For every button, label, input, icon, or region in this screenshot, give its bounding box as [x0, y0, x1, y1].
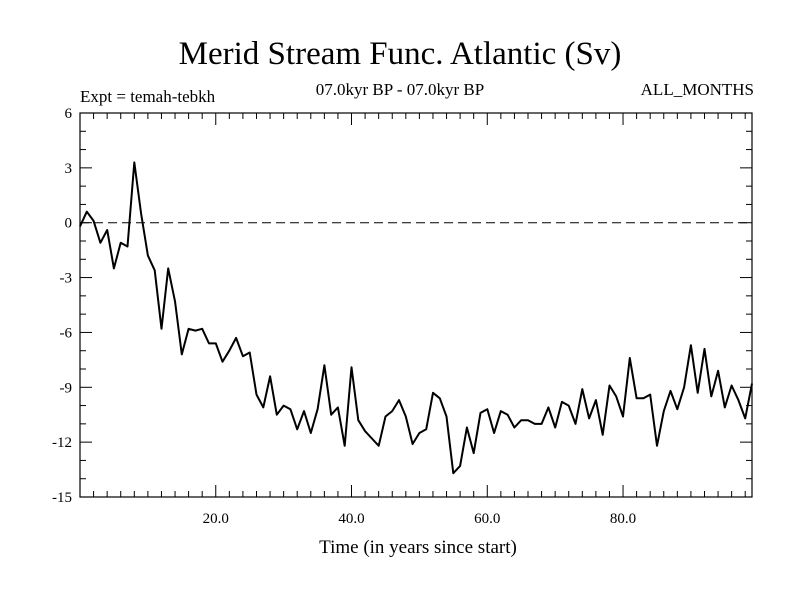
experiment-label: Expt = temah-tebkh [80, 87, 216, 106]
y-tick-label: 6 [65, 106, 73, 122]
x-tick-label: 40.0 [338, 511, 364, 527]
chart-subtitle: 07.0kyr BP - 07.0kyr BP [315, 80, 485, 99]
plot-frame [79, 112, 753, 498]
x-tick-label: 60.0 [474, 511, 500, 527]
y-tick-label: -12 [52, 435, 72, 451]
chart-title: Merid Stream Func. Atlantic (Sv) [178, 36, 622, 72]
y-tick-label: -3 [60, 271, 73, 287]
y-tick-label: 3 [65, 161, 73, 177]
x-axis-title: Time (in years since start) [319, 537, 517, 558]
y-tick-label: 0 [65, 216, 73, 232]
x-tick-label: 80.0 [610, 511, 636, 527]
x-tick-label: 20.0 [203, 511, 229, 527]
series-line [79, 161, 753, 475]
months-label: ALL_MONTHS [640, 80, 754, 99]
y-tick-label: -9 [60, 380, 73, 396]
y-tick-label: -15 [52, 490, 72, 506]
y-tick-label: -6 [60, 325, 73, 341]
